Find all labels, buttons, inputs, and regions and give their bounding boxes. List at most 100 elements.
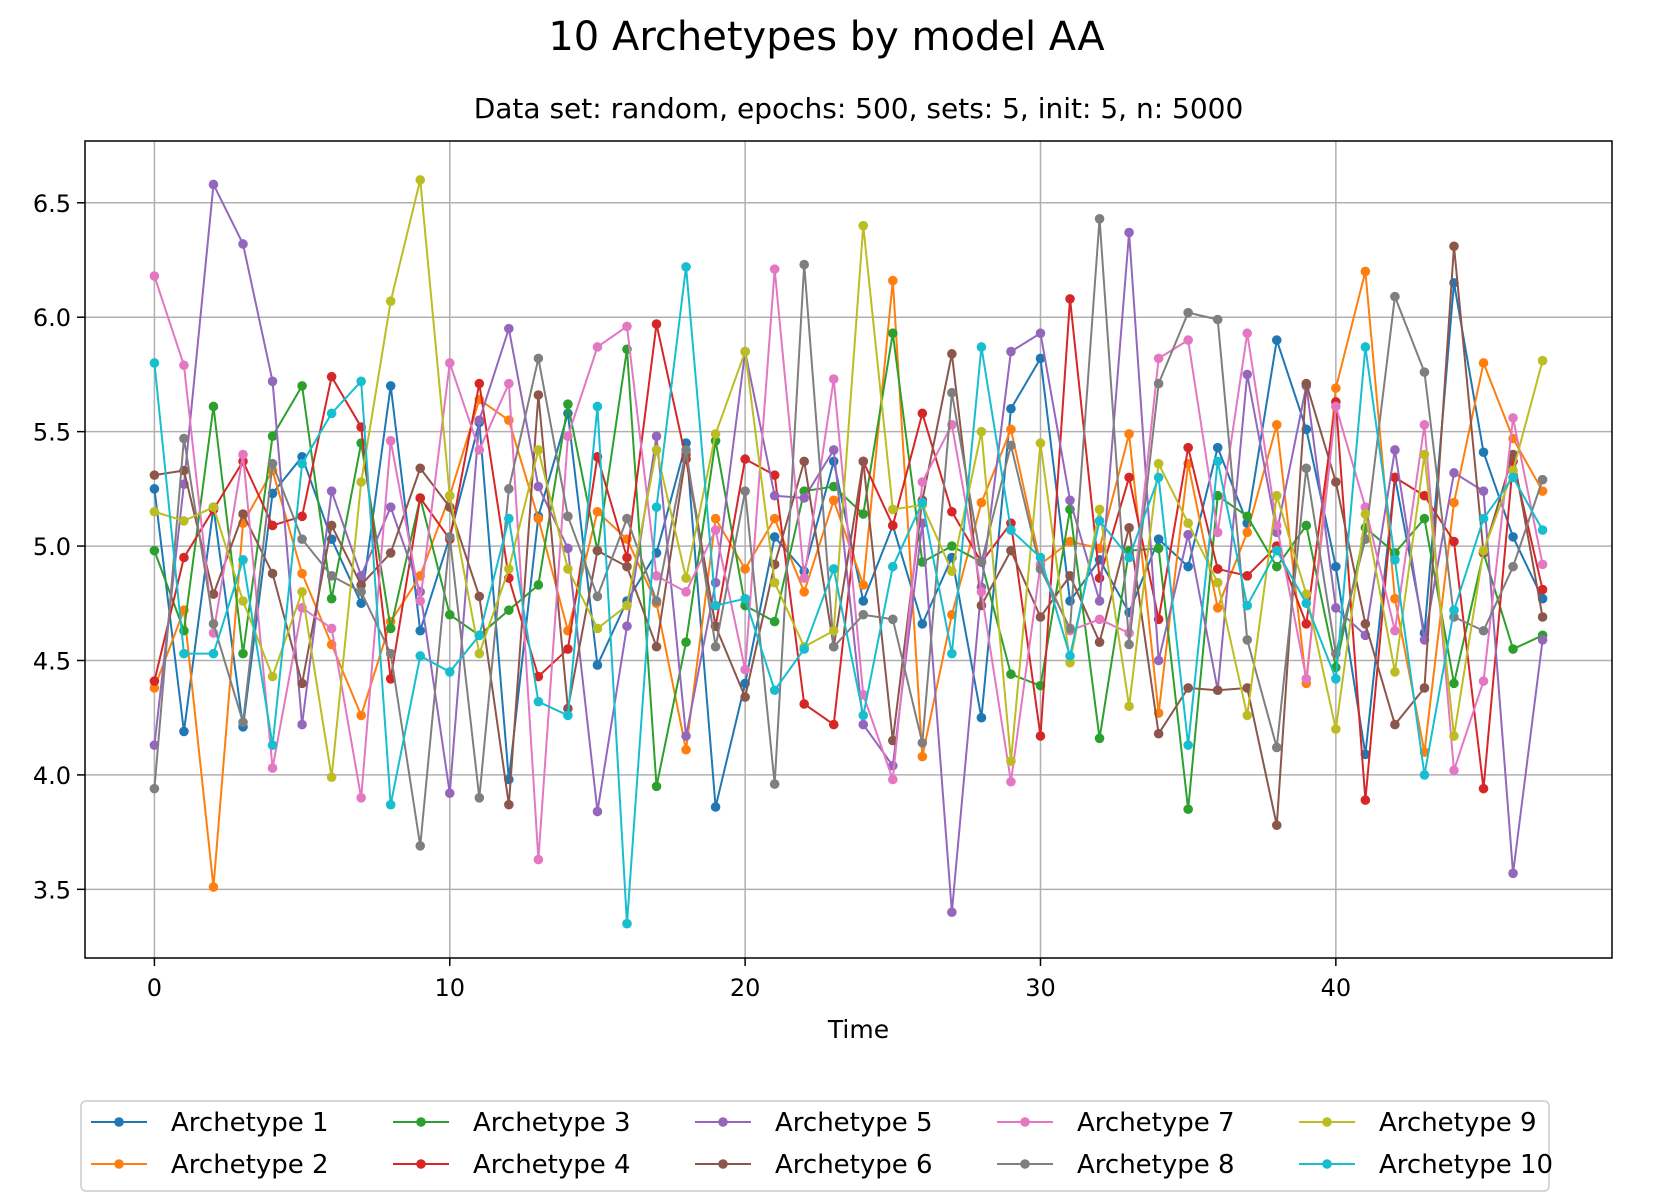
data-point	[858, 220, 869, 231]
data-point	[1242, 571, 1253, 581]
y-tick-label: 4.5	[33, 647, 71, 675]
data-point	[563, 644, 573, 654]
data-point	[504, 484, 514, 494]
data-point	[356, 710, 366, 721]
data-point	[769, 513, 780, 524]
data-point	[533, 671, 544, 682]
data-point	[474, 648, 485, 659]
data-point	[1094, 733, 1105, 744]
data-point	[976, 712, 987, 723]
data-point	[1094, 516, 1105, 526]
data-point	[504, 513, 514, 524]
data-point	[1537, 612, 1548, 622]
y-tick-label: 6.0	[33, 304, 71, 332]
data-point	[1153, 655, 1164, 666]
data-point	[1537, 525, 1548, 535]
data-point	[1271, 545, 1282, 556]
data-point	[385, 548, 396, 558]
data-point	[858, 509, 869, 519]
data-point	[1271, 490, 1282, 501]
data-point	[356, 376, 366, 387]
data-point	[208, 502, 219, 512]
data-point	[828, 625, 839, 636]
series-line	[153, 332, 1544, 811]
legend-label: Archetype 2	[171, 1150, 329, 1180]
data-point	[267, 740, 278, 750]
data-point	[1331, 561, 1341, 572]
data-point	[947, 609, 957, 620]
data-point	[1242, 527, 1253, 538]
data-point	[1065, 571, 1075, 581]
legend-swatch-marker	[416, 1159, 426, 1169]
x-tick-label: 20	[730, 974, 761, 1002]
data-point	[208, 648, 219, 659]
data-point	[444, 609, 455, 620]
data-point	[326, 408, 337, 419]
data-point	[1153, 458, 1164, 469]
data-point	[976, 426, 987, 437]
data-point	[504, 378, 514, 389]
data-point	[415, 841, 426, 851]
data-point	[917, 408, 928, 419]
data-point	[533, 513, 544, 524]
legend-label: Archetype 5	[775, 1108, 933, 1138]
data-point	[208, 401, 219, 412]
data-point	[1212, 564, 1223, 574]
series-line	[153, 183, 1544, 914]
data-point	[1124, 429, 1134, 439]
data-point	[149, 470, 160, 480]
data-point	[888, 774, 898, 785]
data-point	[1478, 358, 1489, 368]
legend-item-10: Archetype 10	[1299, 1150, 1553, 1180]
data-point	[267, 568, 278, 579]
data-point	[1212, 685, 1223, 696]
data-point	[179, 516, 189, 526]
data-point	[297, 587, 307, 597]
data-point	[1094, 614, 1105, 625]
data-point	[1094, 214, 1105, 224]
legend-item-7: Archetype 7	[997, 1108, 1235, 1138]
data-point	[1006, 756, 1016, 766]
data-point	[149, 683, 160, 693]
data-point	[149, 358, 160, 368]
data-point	[1242, 369, 1253, 380]
data-point	[326, 772, 337, 783]
data-point	[1537, 584, 1548, 595]
data-point	[533, 580, 544, 590]
y-tick-label: 3.5	[33, 876, 71, 904]
data-point	[1065, 651, 1075, 661]
data-point	[1212, 527, 1223, 538]
data-point	[740, 346, 750, 357]
data-point	[1331, 674, 1341, 684]
data-point	[149, 271, 160, 281]
data-point	[681, 573, 691, 583]
data-point	[799, 699, 809, 709]
data-point	[1331, 401, 1341, 412]
data-point	[799, 493, 809, 503]
data-point	[356, 793, 366, 803]
data-point	[592, 545, 603, 556]
data-point	[740, 486, 750, 496]
data-point	[1419, 770, 1430, 780]
data-point	[415, 596, 426, 606]
data-point	[828, 641, 839, 652]
data-point	[1478, 676, 1489, 686]
data-point	[267, 671, 278, 682]
data-point	[326, 571, 337, 581]
data-point	[1124, 639, 1134, 650]
data-point	[651, 445, 662, 455]
legend-label: Archetype 3	[473, 1108, 631, 1138]
legend-label: Archetype 1	[171, 1108, 329, 1138]
data-point	[1301, 463, 1312, 474]
data-point	[828, 374, 839, 384]
data-point	[415, 175, 426, 185]
data-point	[828, 445, 839, 455]
data-point	[1065, 596, 1075, 606]
data-point	[622, 918, 632, 929]
data-point	[1242, 511, 1253, 522]
data-point	[297, 511, 307, 522]
data-point	[267, 763, 278, 773]
data-point	[1301, 378, 1312, 389]
data-point	[533, 445, 544, 455]
data-point	[1301, 619, 1312, 629]
